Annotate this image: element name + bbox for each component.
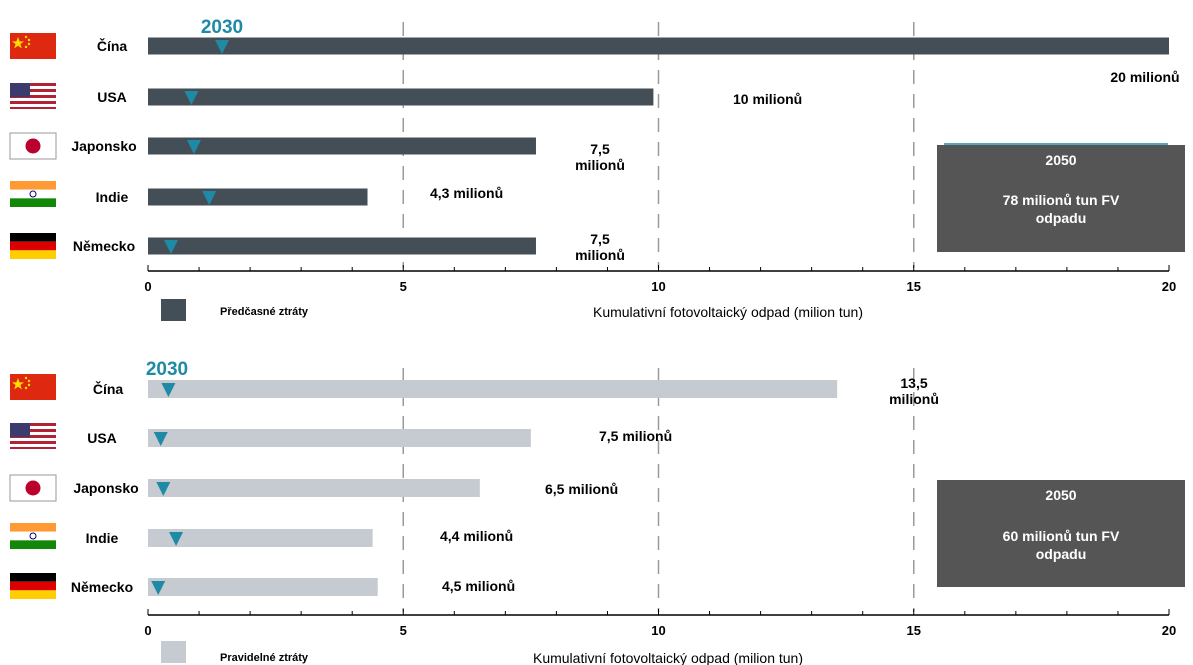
callout-line-1: 60 milionů tun FV [1003, 528, 1120, 544]
category-label: USA [87, 430, 117, 446]
callout-2050: 2050 78 milionů tun FV odpadu [937, 143, 1185, 252]
x-tick-label: 10 [651, 279, 665, 294]
value-label: milionů [889, 391, 939, 407]
marker-2030 [161, 383, 176, 397]
bar [148, 479, 480, 497]
marker-2030 [169, 532, 184, 546]
usa-flag-icon [10, 83, 56, 109]
bar [148, 429, 531, 447]
callout-2050: 2050 60 milionů tun FV odpadu [937, 480, 1185, 587]
value-label: 13,5 [900, 375, 927, 391]
bar [148, 137, 536, 155]
x-tick-label: 0 [144, 279, 151, 294]
marker-2030 [151, 581, 166, 595]
x-axis-label: Kumulativní fotovoltaický odpad (milion … [593, 304, 863, 320]
marker-2030 [163, 240, 178, 254]
legend-label: Předčasné ztráty [220, 306, 309, 318]
japan-flag-icon [9, 132, 57, 160]
marker-year-label: 2030 [201, 17, 243, 38]
category-label: Čína [97, 37, 128, 54]
category-label: Německo [73, 238, 135, 254]
callout-line-2: odpadu [1036, 210, 1087, 226]
callout-title: 2050 [1045, 152, 1076, 168]
value-label: 7,5 [590, 231, 610, 247]
bar [148, 88, 654, 106]
category-label: Japonsko [73, 480, 138, 496]
x-tick-label: 5 [400, 623, 407, 638]
legend-label: Pravidelné ztráty [220, 652, 309, 664]
china-flag-icon [10, 33, 56, 59]
x-tick-label: 15 [907, 279, 921, 294]
marker-2030 [215, 40, 230, 54]
legend-swatch [161, 299, 186, 321]
x-tick-label: 20 [1162, 279, 1176, 294]
value-label: 7,5 [590, 141, 610, 157]
category-label: USA [97, 89, 127, 105]
x-tick-label: 10 [651, 623, 665, 638]
value-label: 6,5 milionů [545, 481, 618, 497]
x-tick-label: 5 [400, 279, 407, 294]
value-label: 4,3 milionů [430, 185, 503, 201]
x-axis-label: Kumulativní fotovoltaický odpad (milion … [533, 650, 803, 665]
value-label: 4,4 milionů [440, 528, 513, 544]
marker-2030 [153, 432, 168, 446]
callout-line-2: odpadu [1036, 546, 1087, 562]
germany-flag-icon [10, 233, 56, 259]
value-label: 4,5 milionů [442, 578, 515, 594]
marker-2030 [156, 482, 171, 496]
bar [148, 529, 373, 547]
bar [148, 237, 536, 255]
category-label: Čína [93, 380, 124, 397]
x-tick-label: 20 [1162, 623, 1176, 638]
callout-title: 2050 [1045, 487, 1076, 503]
bar [148, 578, 378, 596]
japan-flag-icon [9, 474, 57, 502]
category-label: Japonsko [71, 138, 136, 154]
marker-year-label: 2030 [146, 359, 188, 380]
usa-flag-icon [10, 423, 56, 449]
category-label: Německo [71, 579, 133, 595]
value-label: milionů [575, 247, 625, 263]
marker-2030 [202, 191, 217, 205]
value-label: 10 milionů [733, 91, 802, 107]
marker-2030 [184, 91, 199, 105]
india-flag-icon [10, 523, 56, 549]
value-label: 7,5 milionů [599, 428, 672, 444]
x-tick-label: 15 [907, 623, 921, 638]
india-flag-icon [10, 181, 56, 207]
bar [148, 380, 838, 398]
legend-swatch [161, 641, 186, 663]
value-label: 20 milionů [1110, 69, 1179, 85]
china-flag-icon [10, 374, 56, 400]
callout-line-1: 78 milionů tun FV [1003, 192, 1120, 208]
germany-flag-icon [10, 573, 56, 599]
x-tick-label: 0 [144, 623, 151, 638]
value-label: milionů [575, 157, 625, 173]
marker-2030 [186, 140, 201, 154]
category-label: Indie [96, 189, 129, 205]
category-label: Indie [86, 530, 119, 546]
bar [148, 188, 368, 206]
bar [148, 37, 1169, 55]
